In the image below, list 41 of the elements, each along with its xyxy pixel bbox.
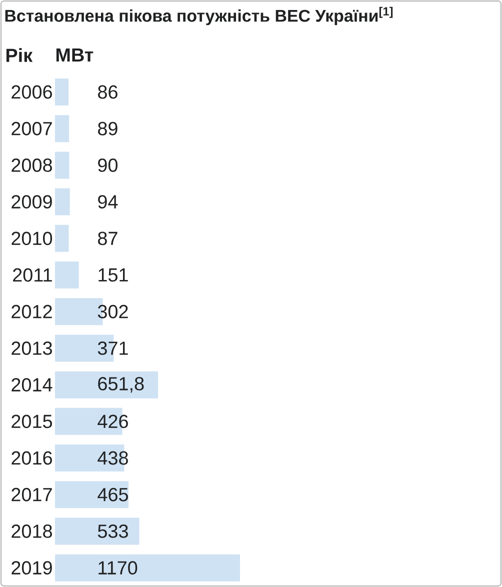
bar [55,554,240,582]
y-tick-label: 2012 [12,304,52,318]
bar [55,115,70,142]
y-tick-label: 2017 [12,488,52,502]
data-label: 89 [98,122,118,136]
y-tick-label: 2016 [12,451,52,465]
bar [55,78,69,106]
data-label: 90 [98,158,118,172]
data-label: 426 [98,414,128,428]
data-label: 465 [98,488,128,502]
y-tick-label: 2019 [12,561,52,575]
data-label: 86 [98,85,118,99]
data-label: 371 [98,342,128,355]
y-axis-title: Рік [6,48,33,62]
data-label: 94 [98,195,118,209]
y-tick-label: 2015 [12,414,52,428]
bar [55,518,140,545]
x-axis-title: МВт [56,48,94,62]
y-tick-label: 2010 [12,232,52,246]
data-label: 533 [98,524,128,538]
bar [55,188,70,216]
y-tick-label: 2007 [12,122,52,136]
data-label: 151 [98,268,128,282]
bar [55,224,69,252]
y-tick-label: 2018 [12,524,52,538]
y-tick-label: 2014 [12,378,52,392]
data-label: 438 [98,451,128,465]
data-label: 651,8 [98,376,144,393]
data-label: 1170 [98,561,138,575]
bar [55,262,79,289]
data-label: 302 [98,304,128,318]
data-label: 87 [98,232,118,246]
y-tick-label: 2006 [12,85,52,99]
y-tick-label: 2008 [12,158,52,172]
y-tick-label: 2009 [12,195,52,209]
bar [55,152,70,179]
y-tick-label: 2013 [12,342,52,355]
bar [55,481,129,508]
chart-title: Встановлена пікова потужність ВЕС України$^{[1]}$ [5,6,393,26]
y-tick-label: 2011 [13,268,52,282]
bar [55,371,158,398]
